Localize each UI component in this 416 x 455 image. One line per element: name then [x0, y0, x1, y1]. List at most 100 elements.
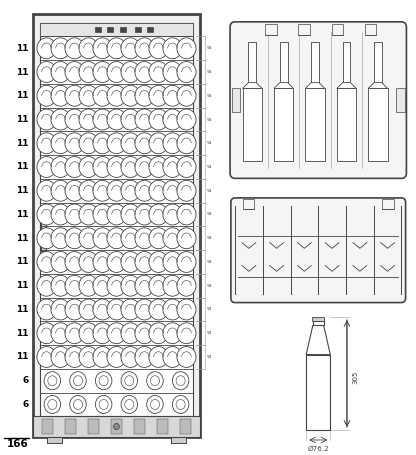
Circle shape [44, 395, 61, 414]
Circle shape [79, 180, 98, 201]
Circle shape [163, 228, 182, 249]
Circle shape [151, 376, 159, 386]
Bar [243, 199, 254, 209]
Circle shape [65, 228, 84, 249]
Bar [382, 199, 394, 209]
Circle shape [121, 61, 140, 82]
Bar [111, 419, 122, 434]
Circle shape [93, 347, 112, 367]
Circle shape [149, 204, 168, 225]
Text: 94: 94 [206, 117, 212, 121]
Circle shape [163, 61, 182, 82]
Circle shape [135, 252, 154, 273]
Circle shape [163, 109, 182, 130]
Circle shape [51, 157, 70, 177]
Circle shape [107, 275, 126, 296]
Circle shape [37, 86, 56, 106]
Bar [107, 27, 113, 32]
Circle shape [172, 395, 189, 414]
Circle shape [149, 133, 168, 154]
Circle shape [37, 180, 56, 201]
Polygon shape [243, 83, 262, 88]
Circle shape [79, 133, 98, 154]
Text: 11: 11 [16, 162, 28, 172]
Circle shape [93, 180, 112, 201]
Circle shape [149, 275, 168, 296]
Text: 94: 94 [206, 308, 212, 312]
Circle shape [51, 347, 70, 367]
Circle shape [79, 61, 98, 82]
Circle shape [44, 372, 61, 390]
Circle shape [135, 133, 154, 154]
Text: 94: 94 [206, 46, 212, 50]
Circle shape [177, 109, 196, 130]
Bar [40, 23, 193, 36]
Circle shape [121, 252, 140, 273]
Circle shape [65, 252, 84, 273]
Circle shape [48, 399, 57, 410]
Circle shape [177, 133, 196, 154]
Bar [265, 24, 277, 35]
Circle shape [177, 180, 196, 201]
Circle shape [51, 86, 70, 106]
Text: 94: 94 [206, 165, 212, 169]
Circle shape [93, 61, 112, 82]
Circle shape [107, 299, 126, 320]
Circle shape [37, 347, 56, 367]
Circle shape [51, 180, 70, 201]
Circle shape [37, 275, 56, 296]
Circle shape [163, 323, 182, 344]
Circle shape [135, 38, 154, 59]
Circle shape [149, 323, 168, 344]
Circle shape [93, 299, 112, 320]
Circle shape [65, 157, 84, 177]
Circle shape [135, 157, 154, 177]
Circle shape [107, 323, 126, 344]
FancyBboxPatch shape [231, 198, 406, 303]
Bar [374, 42, 382, 83]
Circle shape [177, 38, 196, 59]
Bar [332, 24, 343, 35]
Text: 94: 94 [206, 236, 212, 240]
Circle shape [65, 38, 84, 59]
Circle shape [79, 109, 98, 130]
Circle shape [37, 299, 56, 320]
Circle shape [65, 86, 84, 106]
Polygon shape [274, 83, 293, 88]
Circle shape [65, 180, 84, 201]
Circle shape [79, 323, 98, 344]
Circle shape [149, 157, 168, 177]
Circle shape [70, 395, 86, 414]
Bar [248, 42, 256, 83]
Circle shape [93, 204, 112, 225]
Circle shape [121, 38, 140, 59]
Circle shape [149, 86, 168, 106]
Polygon shape [306, 325, 330, 354]
Circle shape [79, 347, 98, 367]
Bar [305, 88, 325, 161]
Circle shape [163, 204, 182, 225]
Circle shape [149, 61, 168, 82]
Bar [274, 88, 293, 161]
Circle shape [177, 86, 196, 106]
Circle shape [37, 323, 56, 344]
Circle shape [107, 347, 126, 367]
Text: 11: 11 [16, 44, 28, 53]
Circle shape [121, 180, 140, 201]
Bar [134, 419, 145, 434]
Text: 11: 11 [16, 353, 28, 361]
Circle shape [121, 133, 140, 154]
Text: 11: 11 [16, 115, 28, 124]
Text: 94: 94 [206, 70, 212, 74]
Circle shape [48, 376, 57, 386]
Circle shape [65, 347, 84, 367]
Circle shape [93, 275, 112, 296]
Bar [157, 419, 168, 434]
Circle shape [163, 86, 182, 106]
Circle shape [163, 347, 182, 367]
Bar [40, 23, 193, 416]
Circle shape [107, 252, 126, 273]
Circle shape [163, 38, 182, 59]
Circle shape [65, 109, 84, 130]
Bar [342, 42, 350, 83]
